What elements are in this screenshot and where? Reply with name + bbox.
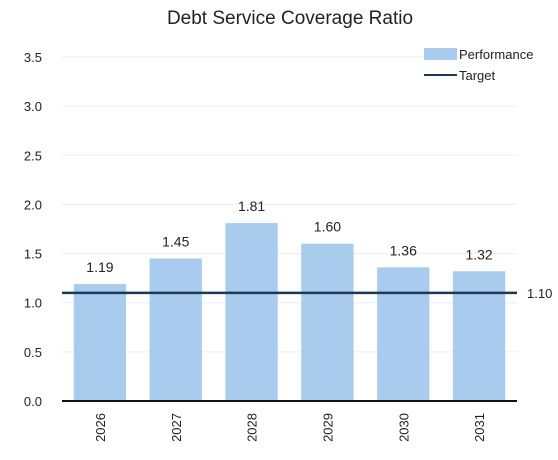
- y-tick-label: 3.5: [24, 50, 42, 65]
- bar: [301, 243, 354, 401]
- data-label: 1.45: [162, 233, 189, 249]
- legend-label-performance: Performance: [459, 47, 533, 62]
- y-axis-ticks: 0.0 0.5 1.0 1.5 2.0 2.5 3.0 3.5: [24, 50, 42, 409]
- legend: Performance Target: [424, 47, 533, 83]
- bar: [377, 267, 430, 401]
- x-tick-label: 2029: [320, 413, 335, 442]
- x-tick-label: 2031: [472, 413, 487, 442]
- x-tick-label: 2030: [396, 413, 411, 442]
- data-label: 1.19: [86, 259, 113, 275]
- data-label: 1.81: [238, 198, 265, 214]
- bar: [225, 223, 278, 401]
- chart-title: Debt Service Coverage Ratio: [167, 8, 413, 29]
- grid-lines: [62, 56, 517, 353]
- bars: [73, 223, 506, 401]
- bar: [73, 284, 127, 401]
- bar: [149, 258, 202, 401]
- data-labels: 1.19 1.45 1.81 1.60 1.36 1.32: [86, 198, 493, 275]
- bar: [452, 271, 506, 401]
- y-tick-label: 0.0: [24, 394, 42, 409]
- legend-swatch-performance: [424, 48, 457, 60]
- data-label: 1.60: [314, 219, 341, 235]
- y-tick-label: 2.5: [24, 148, 42, 163]
- x-tick-label: 2028: [245, 413, 260, 442]
- data-label: 1.32: [465, 246, 492, 262]
- y-tick-label: 1.0: [24, 296, 42, 311]
- y-tick-label: 1.5: [24, 247, 42, 262]
- x-tick-label: 2027: [169, 413, 184, 442]
- target-value-label: 1.10: [527, 286, 552, 301]
- x-axis-ticks: 2026 2027 2028 2029 2030 2031: [93, 413, 487, 442]
- y-tick-label: 3.0: [24, 99, 42, 114]
- y-tick-label: 0.5: [24, 345, 42, 360]
- legend-label-target: Target: [459, 68, 496, 83]
- x-tick-label: 2026: [93, 413, 108, 442]
- y-tick-label: 2.0: [24, 197, 42, 212]
- data-label: 1.36: [390, 242, 417, 258]
